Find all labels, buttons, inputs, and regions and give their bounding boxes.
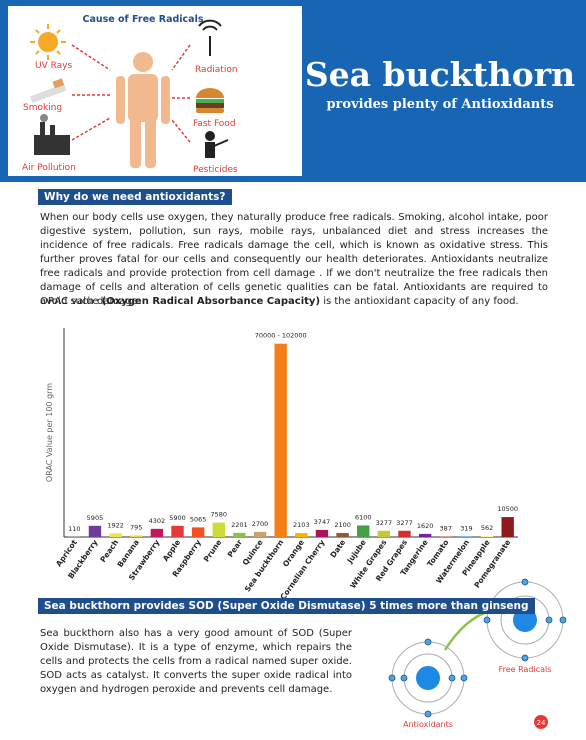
- bar: [88, 525, 102, 537]
- cigarette-icon: [30, 78, 67, 103]
- paragraph: Sea buckthorn also has a very good amoun…: [40, 628, 352, 695]
- cause-arrows: [71, 44, 191, 143]
- y-axis-label: ORAC Value per 100 grm: [45, 383, 54, 482]
- banner-title: Sea buckthorn: [305, 55, 575, 94]
- value-label: 6100: [355, 513, 372, 521]
- page-number-badge: [534, 715, 548, 729]
- cause-label: Radiation: [195, 65, 238, 75]
- value-label: 1620: [417, 522, 434, 530]
- bar: [418, 533, 432, 537]
- value-label: 2201: [231, 521, 248, 529]
- burger-icon: [196, 88, 224, 113]
- banner-subtitle: provides plenty of Antioxidants: [326, 97, 553, 112]
- value-label: 3277: [396, 519, 413, 527]
- bar: [150, 528, 164, 537]
- factory-icon: [34, 114, 70, 155]
- value-label: 562: [481, 524, 493, 532]
- value-label: 5065: [190, 515, 207, 523]
- radiation-icon: [198, 19, 222, 56]
- cause-label: Air Pollution: [22, 163, 76, 173]
- diagram-label: Free Radicals: [499, 665, 552, 674]
- value-label: 3277: [376, 519, 393, 527]
- bar: [501, 517, 514, 537]
- value-label: 7580: [210, 511, 227, 519]
- value-label: 5900: [169, 514, 186, 522]
- bar: [398, 530, 411, 537]
- chart: ORAC Value per 100 grm110Apricot5905Blac…: [45, 328, 518, 601]
- x-tick-label: Pear: [226, 538, 245, 559]
- x-tick-label: Sea buckthorn: [243, 538, 286, 593]
- value-label: 2100: [334, 521, 351, 529]
- text: is the antioxidant capacity of any food.: [320, 296, 519, 307]
- bar: [357, 525, 370, 537]
- bar: [274, 343, 287, 537]
- value-label: 387: [440, 524, 452, 532]
- cause-label: UV Rays: [35, 61, 73, 71]
- section-heading: Why do we need antioxidants?: [38, 189, 232, 205]
- value-label: 10500: [497, 505, 518, 513]
- bar: [439, 536, 452, 537]
- bar: [171, 525, 184, 537]
- bar: [191, 527, 205, 537]
- sun-icon: [30, 24, 66, 60]
- x-tick-label: Date: [328, 538, 347, 560]
- orac-line: ORAC value (Oxygen Radical Absorbance Ca…: [40, 295, 548, 309]
- value-label: 5905: [87, 514, 104, 522]
- text: ORAC value: [40, 296, 102, 307]
- bar: [253, 531, 267, 537]
- cause-label: Pesticides: [193, 165, 238, 175]
- bar: [233, 532, 246, 537]
- bar: [315, 529, 329, 537]
- diagram-title: Cause of Free Radicals: [82, 14, 203, 25]
- bold-text: (Oxygen Radical Absorbance Capacity): [101, 296, 321, 307]
- cause-label: Smoking: [23, 103, 62, 113]
- bar: [212, 522, 225, 537]
- bar: [377, 530, 391, 537]
- pesticide-icon: [205, 131, 229, 158]
- diagram-label: Antioxidants: [403, 720, 453, 729]
- bar: [295, 533, 308, 537]
- value-label: 795: [130, 523, 142, 531]
- page-number: 24: [537, 719, 546, 727]
- value-label: 4302: [149, 517, 166, 525]
- paragraph: When our body cells use oxygen, they nat…: [40, 212, 548, 307]
- bar: [460, 536, 473, 537]
- value-label: 2700: [252, 520, 269, 528]
- value-label: 1922: [107, 521, 124, 529]
- cause-label: Fast Food: [193, 119, 236, 129]
- bar: [480, 535, 494, 537]
- value-label: 110: [68, 525, 80, 533]
- value-label: 70000 - 102000: [255, 332, 307, 340]
- bar: [130, 535, 143, 537]
- x-tick-label: Prune: [202, 538, 224, 564]
- bar: [109, 533, 122, 537]
- bar: [336, 533, 349, 537]
- body-figure: [116, 52, 170, 168]
- value-label: 3747: [314, 518, 331, 526]
- x-tick-label: Apple: [161, 538, 182, 563]
- section-heading: Sea buckthorn provides SOD (Super Oxide …: [38, 598, 535, 614]
- value-label: 2103: [293, 521, 310, 529]
- value-label: 319: [460, 524, 472, 532]
